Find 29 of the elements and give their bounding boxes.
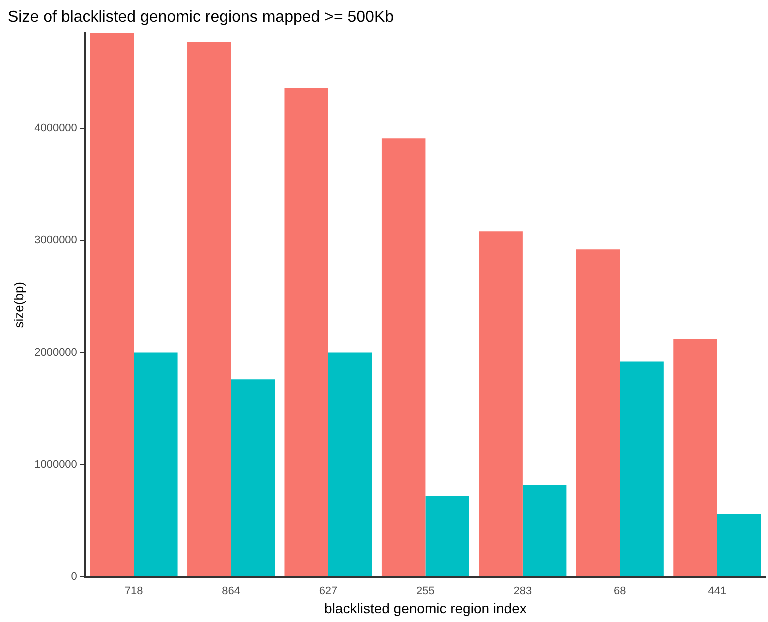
bar <box>382 138 426 576</box>
bar <box>328 352 372 576</box>
x-tick-label: 864 <box>222 586 240 598</box>
bar <box>188 42 232 576</box>
bar <box>134 352 178 576</box>
bar <box>479 232 523 576</box>
bar <box>522 485 567 576</box>
chart-title: Size of blacklisted genomic regions mapped >= 500Kb <box>8 9 394 26</box>
x-tick-label: 68 <box>614 586 626 598</box>
x-tick-label: 283 <box>514 586 532 598</box>
bar <box>717 514 762 576</box>
y-tick-label: 1000000 <box>34 458 78 471</box>
bar <box>426 496 470 576</box>
y-tick-label: 3000000 <box>34 234 78 247</box>
y-tick-label: 0 <box>71 571 78 584</box>
x-tick-label: 627 <box>319 586 338 598</box>
y-tick-label: 4000000 <box>34 122 78 135</box>
bar <box>674 339 718 576</box>
bar <box>284 88 328 576</box>
y-axis-title: size(bp) <box>11 282 26 328</box>
bar <box>231 380 276 576</box>
x-axis-title: blacklisted genomic region index <box>324 600 527 616</box>
x-tick-label: 255 <box>416 586 435 598</box>
y-tick-label: 2000000 <box>34 346 78 359</box>
bar <box>620 362 664 576</box>
bar <box>576 250 620 576</box>
x-tick-label: 718 <box>124 586 144 598</box>
x-tick-label: 441 <box>708 586 727 598</box>
bar <box>90 33 134 576</box>
